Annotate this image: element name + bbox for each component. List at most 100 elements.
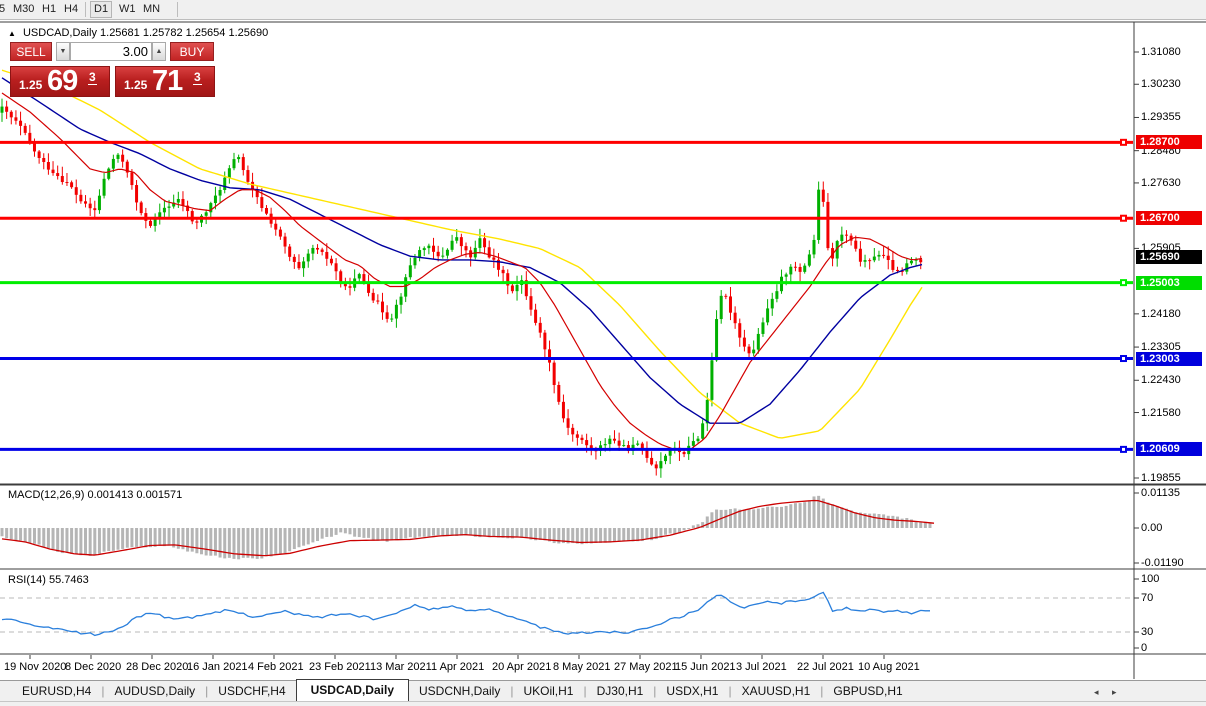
macd-histogram-bar	[380, 528, 384, 541]
volume-decrease-button[interactable]: ▼	[56, 42, 70, 61]
candle-body	[756, 333, 760, 350]
candle-body	[14, 117, 18, 121]
candle-body	[589, 445, 593, 451]
timeframe-button-d1[interactable]: D1	[90, 1, 113, 18]
candle-body	[571, 427, 575, 435]
macd-histogram-bar	[798, 503, 802, 528]
macd-histogram-bar	[571, 528, 575, 544]
macd-histogram-bar	[478, 528, 482, 538]
macd-histogram-bar	[473, 528, 477, 537]
macd-histogram-bar	[218, 528, 222, 558]
macd-histogram-bar	[79, 528, 83, 556]
macd-histogram-bar	[144, 528, 148, 548]
candle-body	[357, 274, 361, 279]
candle-body	[362, 274, 366, 283]
price-axis-label: 1.29355	[1141, 111, 1181, 124]
chart-tab-usdcad-daily[interactable]: USDCAD,Daily	[295, 679, 409, 701]
volume-value[interactable]: 3.00	[122, 44, 148, 59]
candle-body	[334, 263, 338, 272]
date-axis-label: 3 Jul 2021	[736, 661, 787, 673]
volume-increase-button[interactable]: ▲	[152, 42, 166, 61]
macd-histogram-bar	[492, 528, 496, 537]
candle-body	[399, 296, 403, 305]
macd-histogram-bar	[589, 528, 593, 544]
macd-histogram-bar	[640, 528, 644, 542]
candle-body	[436, 251, 440, 257]
macd-histogram-bar	[701, 522, 705, 528]
macd-histogram-bar	[710, 512, 714, 528]
macd-histogram-bar	[891, 515, 895, 528]
macd-histogram-bar	[181, 528, 185, 550]
chart-tab-usdchf-h4[interactable]: USDCHF,H4	[218, 684, 286, 698]
tab-scroll-right-icon[interactable]: ▸	[1112, 687, 1117, 697]
candle-body	[817, 189, 821, 240]
chart-tab-ukoil-h1[interactable]: UKOil,H1	[523, 684, 574, 698]
macd-histogram-bar	[241, 528, 245, 558]
macd-histogram-bar	[812, 496, 816, 528]
candle-body	[742, 337, 746, 347]
candle-body	[306, 253, 310, 262]
chart-tab-usdcnh-daily[interactable]: USDCNH,Daily	[419, 684, 501, 698]
macd-histogram-bar	[418, 528, 422, 537]
candle-body	[255, 189, 259, 198]
macd-histogram-bar	[455, 528, 459, 536]
timeframe-button-h1[interactable]: H1	[42, 3, 57, 15]
chart-tab-usdx-h1[interactable]: USDX,H1	[666, 684, 719, 698]
macd-histogram-bar	[320, 528, 324, 539]
timeframe-button-m30[interactable]: M30	[13, 3, 35, 15]
sell-quote-tile[interactable]: 1.25 69 3	[10, 65, 110, 97]
macd-histogram-bar	[529, 528, 533, 540]
candle-body	[302, 261, 306, 269]
candle-body	[543, 332, 547, 350]
macd-histogram-bar	[404, 528, 408, 539]
macd-histogram-bar	[548, 528, 552, 542]
volume-field[interactable]: 3.00	[70, 42, 152, 61]
macd-histogram-bar	[394, 528, 398, 541]
timeframe-button-w1[interactable]: W1	[119, 3, 136, 15]
candle-body	[835, 241, 839, 259]
chart-tab-eurusd-h4[interactable]: EURUSD,H4	[22, 684, 92, 698]
macd-histogram-bar	[334, 528, 338, 535]
candle-body	[710, 360, 714, 400]
macd-histogram-bar	[696, 524, 700, 528]
candle-body	[715, 319, 719, 361]
macd-histogram-bar	[575, 528, 579, 544]
macd-histogram-bar	[148, 528, 152, 548]
chart-tab-gbpusd-h1[interactable]: GBPUSD,H1	[833, 684, 903, 698]
macd-histogram-bar	[770, 506, 774, 528]
buy-button[interactable]: BUY	[170, 42, 214, 61]
sell-button[interactable]: SELL	[10, 42, 52, 61]
candle-body	[775, 291, 779, 299]
tab-separator: |	[583, 684, 587, 698]
macd-histogram-bar	[631, 528, 635, 542]
collapse-arrow-icon[interactable]: ▲	[8, 29, 16, 38]
candle-body	[70, 182, 74, 188]
price-axis-label: 1.31080	[1141, 46, 1181, 58]
candle-body	[348, 286, 352, 288]
timeframe-button-h4[interactable]: H4	[64, 3, 79, 15]
macd-histogram-bar	[603, 528, 607, 543]
chart-tab-audusd-daily[interactable]: AUDUSD,Daily	[114, 684, 196, 698]
macd-histogram-bar	[135, 528, 139, 547]
candle-body	[418, 250, 422, 258]
macd-histogram-bar	[756, 508, 760, 528]
candle-body	[186, 205, 190, 212]
timeframe-button-m5[interactable]: 5	[0, 3, 6, 15]
buy-quote-tile[interactable]: 1.25 71 3	[115, 65, 215, 97]
candle-body	[622, 445, 626, 447]
macd-histogram-bar	[213, 528, 217, 556]
candle-body	[148, 220, 152, 226]
candle-body	[896, 269, 900, 271]
chart-tab-xauusd-h1[interactable]: XAUUSD,H1	[741, 684, 811, 698]
chart-tab-dj30-h1[interactable]: DJ30,H1	[596, 684, 644, 698]
buy-price-pipette: 3	[193, 70, 202, 85]
macd-histogram-bar	[227, 528, 231, 558]
candle-body	[422, 248, 426, 251]
candle-body	[877, 254, 881, 257]
macd-histogram-bar	[854, 512, 858, 528]
tab-scroll-left-icon[interactable]: ◂	[1094, 687, 1099, 697]
timeframe-button-mn[interactable]: MN	[143, 3, 161, 15]
candle-body	[580, 437, 584, 441]
candle-body	[74, 187, 78, 195]
